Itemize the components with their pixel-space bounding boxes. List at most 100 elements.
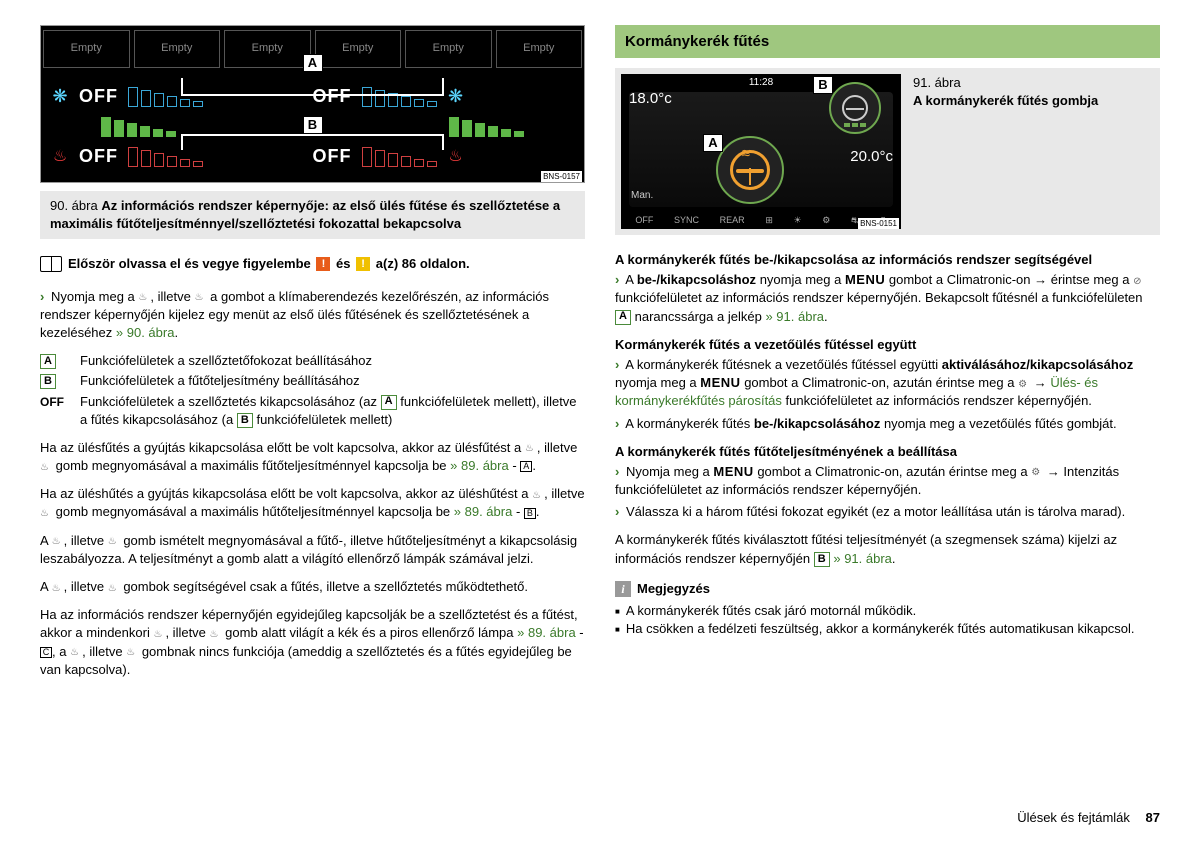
label-off: OFF — [40, 395, 64, 409]
section-header: Kormánykerék fűtés — [615, 25, 1160, 58]
off-label: OFF — [79, 144, 118, 169]
chevron-icon: › — [615, 272, 619, 287]
fig90-slot: Empty — [496, 30, 583, 68]
callout-b-label: B — [813, 76, 833, 94]
seat-icon: ♨ — [195, 291, 207, 303]
text: , illetve — [64, 579, 104, 594]
paragraph: Ha az ülésfűtés a gyújtás kikapcsolása e… — [40, 439, 585, 475]
vent-bars-left — [128, 87, 203, 107]
figure-code: BNS-0151 — [858, 218, 899, 229]
seat-icon: ♨ — [40, 461, 52, 473]
text: A — [625, 272, 633, 287]
paragraph: › Nyomja meg a ♨, illetve ♨ a gombot a k… — [40, 288, 585, 343]
text: → — [1034, 375, 1047, 390]
readfirst-text: a(z) 86 oldalon. — [376, 255, 470, 273]
fan-icon: ❋ — [443, 84, 469, 110]
seat-icon: ♨ — [153, 628, 165, 640]
seat-heat-icon: ♨ — [47, 144, 73, 170]
text: Nyomja meg a — [51, 289, 135, 304]
text: funkciófelületet az információs rendszer… — [615, 290, 1143, 305]
off-label: OFF — [313, 84, 352, 109]
menu-button-label: MENU — [700, 375, 740, 390]
note-item: Ha csökken a fedélzeti feszültség, akkor… — [615, 620, 1160, 638]
ref-link: » 89. ábra — [454, 504, 513, 519]
label-b-inline: B — [814, 552, 830, 567]
readfirst-text: Először olvassa el és vegye figyelembe — [68, 255, 311, 273]
chevron-icon: › — [40, 289, 44, 304]
bottom-item: SYNC — [674, 214, 699, 227]
fig90-row-a: ❋ OFF OFF ❋ — [41, 76, 584, 118]
text-bold: be-/kikapcsolásához — [754, 416, 880, 431]
text: - — [579, 625, 583, 640]
seat-icon: ♨ — [52, 582, 64, 594]
fig91-mode: Man. — [631, 189, 653, 203]
text-bold: aktiválásához/kikapcsolásához — [942, 357, 1133, 372]
text: Nyomja meg a — [626, 464, 710, 479]
item-text: Funkciófelületek a szellőztetés kikapcso… — [80, 393, 585, 429]
text: gomb megnyomásával a maximális hűtőtelje… — [56, 504, 451, 519]
text: A — [40, 533, 48, 548]
text: Ha az üléshűtés a gyújtás kikapcsolása e… — [40, 486, 529, 501]
bottom-item: REAR — [720, 214, 745, 227]
chevron-icon: › — [615, 357, 619, 372]
read-first-notice: Először olvassa el és vegye figyelembe !… — [40, 255, 585, 273]
text: Funkciófelületek a szellőztetés kikapcso… — [80, 394, 377, 409]
text: A — [40, 579, 48, 594]
text: gombok segítségével csak a fűtés, illetv… — [123, 579, 528, 594]
fig90-slot: Empty — [134, 30, 221, 68]
text: narancssárga a jelkép — [635, 309, 762, 324]
figure-90-caption: 90. ábra Az információs rendszer képerny… — [40, 191, 585, 239]
right-column: Kormánykerék fűtés 11:28 18.0°c 20.0°c M… — [600, 25, 1160, 825]
callout-line — [181, 94, 444, 96]
text: , illetve — [64, 533, 104, 548]
info-icon: i — [615, 581, 631, 597]
paragraph: › A be-/kikapcsoláshoz nyomja meg a MENU… — [615, 271, 1160, 326]
text: nyomja meg a — [760, 272, 842, 287]
subheading: A kormánykerék fűtés be-/kikapcsolása az… — [615, 251, 1160, 269]
seat-icon: ♨ — [126, 646, 138, 658]
callout-line — [181, 134, 444, 136]
seat-heat-icon: ♨ — [443, 144, 469, 170]
menu-button-label: MENU — [713, 464, 753, 479]
seat-icon: ♨ — [52, 535, 64, 547]
caution-icon: ! — [356, 257, 370, 271]
ref-link: » 90. ábra — [116, 325, 175, 340]
steering-wheel-segments-icon — [842, 95, 868, 121]
figure-code: BNS-0157 — [541, 171, 582, 182]
caption-num: 90. ábra — [50, 198, 98, 213]
text: A kormánykerék fűtésnek a vezetőülés fűt… — [625, 357, 938, 372]
callout-line — [181, 134, 183, 150]
subheading: Kormánykerék fűtés a vezetőülés fűtéssel… — [615, 336, 1160, 354]
caption-num: 91. ábra — [913, 74, 1098, 92]
text: Ha az ülésfűtés a gyújtás kikapcsolása e… — [40, 440, 521, 455]
text: gombot a Climatronic-on → érintse meg a — [889, 272, 1130, 287]
fig90-slot: Empty — [43, 30, 130, 68]
bottom-item: ⊞ — [765, 214, 773, 227]
label-b-inline: B — [237, 413, 253, 428]
paragraph: A ♨, illetve ♨ gomb ismételt megnyomásáv… — [40, 532, 585, 568]
gear-icon: ⚙ — [1031, 466, 1043, 478]
paragraph: Ha az üléshűtés a gyújtás kikapcsolása e… — [40, 485, 585, 521]
text: nyomja meg a vezetőülés fűtés gombját. — [884, 416, 1117, 431]
text: , illetve — [150, 289, 190, 304]
item-text: Funkciófelületek a fűtőteljesítmény beál… — [80, 372, 360, 390]
menu-button-label: MENU — [845, 272, 885, 287]
label-a: A — [40, 354, 56, 369]
list-item: OFF Funkciófelületek a szellőztetés kika… — [40, 393, 585, 429]
seat-icon: ♨ — [108, 535, 120, 547]
list-item: B Funkciófelületek a fűtőteljesítmény be… — [40, 372, 585, 390]
heat-bars-right — [362, 147, 437, 167]
paragraph: A ♨, illetve ♨ gombok segítségével csak … — [40, 578, 585, 596]
text: gomb ismételt megnyomásával a fűtő-, ill… — [40, 533, 577, 566]
callout-a-label: A — [703, 134, 723, 152]
readfirst-text: és — [336, 255, 350, 273]
text: funkciófelületet az információs rendszer… — [786, 393, 1092, 408]
ref-link: » 89. ábra — [517, 625, 576, 640]
bottom-item: ☀ — [794, 214, 802, 227]
paragraph: A kormánykerék fűtés kiválasztott fűtési… — [615, 531, 1160, 567]
text: , illetve — [544, 486, 584, 501]
callout-line — [442, 78, 444, 94]
steering-wheel-heat-icon: ≋ — [730, 150, 770, 190]
callout-bubble-b — [829, 82, 881, 134]
ref-label: A — [520, 461, 532, 472]
